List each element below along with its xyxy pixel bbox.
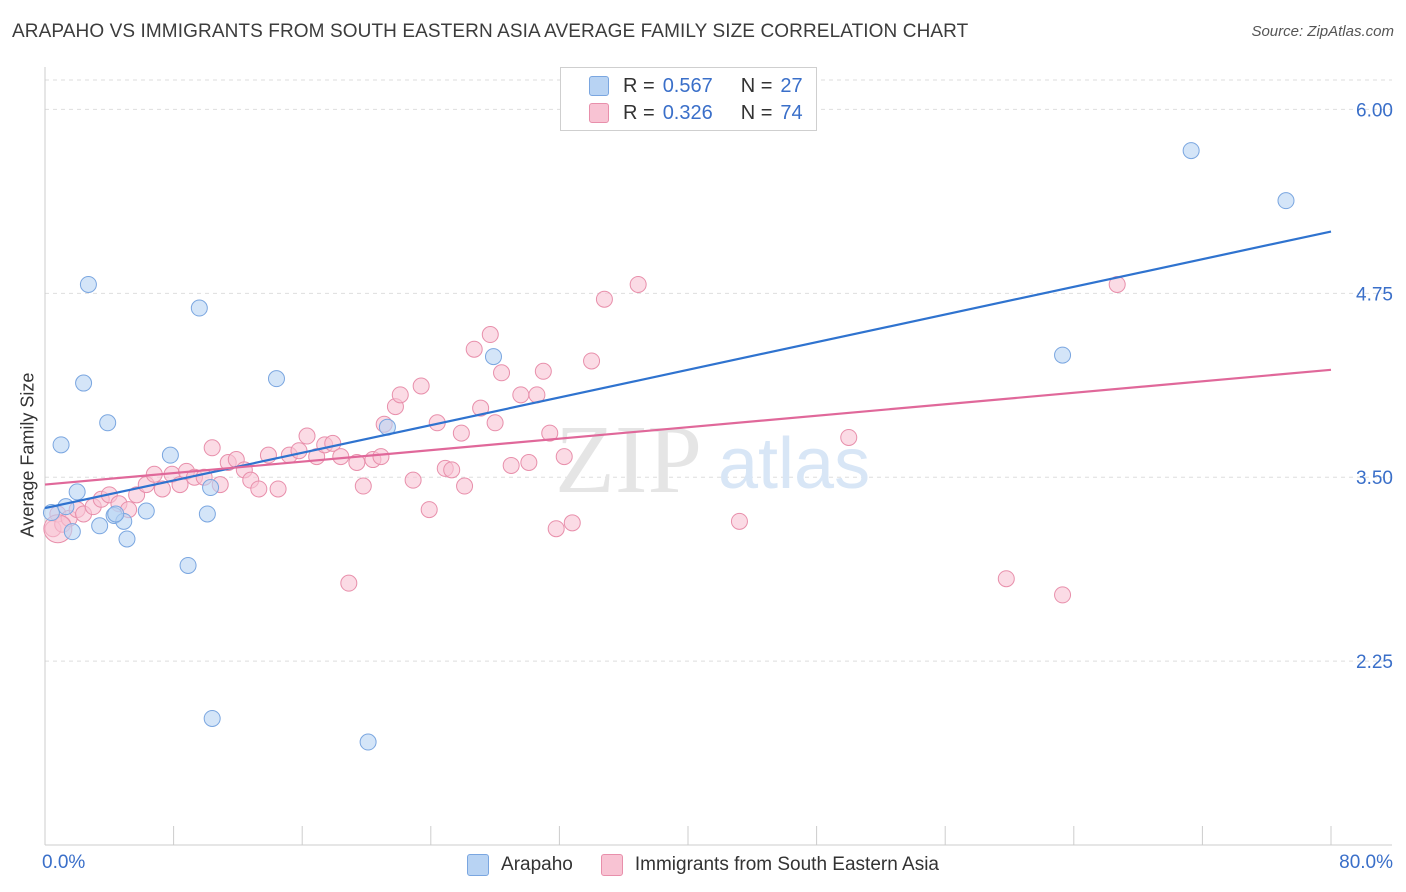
source-label: Source: ZipAtlas.com	[1251, 23, 1394, 40]
immigrants-point	[412, 377, 430, 395]
stats-legend-row-arapaho: R = 0.567 N = 27	[589, 73, 803, 99]
arapaho-swatch	[589, 76, 609, 96]
immigrants-point	[486, 414, 504, 432]
y-tick-label: 2.25	[1356, 652, 1393, 673]
immigrants-point	[481, 326, 499, 344]
arapaho-point	[202, 479, 220, 497]
arapaho-point	[75, 374, 93, 392]
arapaho-point	[57, 498, 75, 516]
immigrants-point	[404, 471, 422, 489]
arapaho-point	[1054, 346, 1072, 364]
x-tick-label-max: 80.0%	[1339, 852, 1393, 873]
immigrants-legend-swatch	[600, 854, 623, 876]
arapaho-point	[137, 502, 155, 520]
chart-title: ARAPAHO VS IMMIGRANTS FROM SOUTH EASTERN…	[12, 21, 969, 42]
legend-item-arapaho[interactable]: Arapaho	[467, 854, 573, 876]
arapaho-point	[118, 530, 136, 548]
immigrants-point	[502, 456, 520, 474]
arapaho-point	[203, 709, 221, 727]
r-label: R =	[623, 101, 655, 124]
arapaho-point	[359, 733, 377, 751]
immigrants-point	[391, 386, 409, 404]
arapaho-point	[107, 505, 125, 523]
immigrants-point	[1054, 586, 1072, 604]
immigrants-point	[555, 448, 573, 466]
arapaho-point	[68, 483, 86, 501]
immigrants-point	[420, 501, 438, 519]
immigrants-point	[354, 477, 372, 495]
n-label: N =	[740, 101, 773, 124]
immigrants-point	[290, 442, 308, 460]
immigrants-point	[452, 424, 470, 442]
immigrants-point	[340, 574, 358, 592]
immigrants-trend-line	[44, 368, 1332, 486]
stats-legend: R = 0.567 N = 27 R = 0.326 N = 74	[560, 67, 817, 131]
r-label: R =	[623, 74, 655, 97]
immigrants-point	[840, 428, 858, 446]
legend-label-immigrants: Immigrants from South Eastern Asia	[634, 854, 939, 875]
arapaho-point	[52, 436, 70, 454]
arapaho-point	[179, 556, 197, 574]
immigrants-point	[203, 439, 221, 457]
immigrants-point	[472, 399, 490, 417]
arapaho-point	[99, 414, 117, 432]
immigrants-point	[443, 461, 461, 479]
r-value: 0.567	[662, 74, 713, 97]
y-tick-label: 3.50	[1356, 468, 1393, 489]
y-axis-label: Average Family Size	[17, 372, 38, 538]
immigrants-point	[456, 477, 474, 495]
arapaho-legend-swatch	[467, 854, 490, 876]
y-tick-label: 6.00	[1356, 100, 1393, 121]
immigrants-point	[348, 454, 366, 471]
arapaho-point	[1277, 192, 1295, 210]
y-tick-label: 4.75	[1356, 284, 1393, 305]
legend-label-arapaho: Arapaho	[501, 854, 573, 875]
x-tick-label-min: 0.0%	[42, 852, 86, 873]
immigrants-point	[298, 427, 316, 445]
immigrants-point	[372, 448, 390, 466]
immigrants-point	[512, 386, 530, 404]
series-legend: Arapaho Immigrants from South Eastern As…	[0, 851, 1406, 879]
arapaho-point	[161, 446, 179, 464]
immigrants-point	[583, 352, 601, 370]
immigrants-point	[250, 480, 268, 498]
r-value: 0.326	[662, 101, 713, 124]
immigrants-point	[541, 424, 559, 442]
n-label: N =	[740, 74, 773, 97]
immigrants-swatch	[589, 103, 609, 123]
immigrants-point	[997, 570, 1015, 588]
immigrants-point	[520, 454, 538, 471]
immigrants-point	[547, 520, 565, 538]
arapaho-point	[63, 523, 81, 541]
n-value: 27	[780, 74, 803, 97]
immigrants-point	[269, 480, 287, 498]
arapaho-point	[1182, 142, 1200, 160]
immigrants-point	[730, 512, 748, 530]
arapaho-point	[91, 517, 109, 535]
stats-legend-row-immigrants: R = 0.326 N = 74	[589, 100, 803, 126]
arapaho-point	[190, 299, 208, 317]
arapaho-point	[198, 505, 216, 523]
arapaho-point	[267, 370, 285, 388]
arapaho-trend-line	[44, 230, 1332, 510]
immigrants-point	[534, 362, 552, 380]
immigrants-point	[595, 290, 613, 308]
immigrants-point	[629, 275, 647, 293]
arapaho-point	[79, 275, 97, 293]
immigrants-point	[493, 364, 511, 382]
legend-item-immigrants[interactable]: Immigrants from South Eastern Asia	[600, 854, 939, 876]
watermark-zip: ZIP	[555, 406, 702, 514]
immigrants-point	[465, 340, 483, 358]
arapaho-point	[484, 348, 502, 366]
immigrants-point	[563, 514, 581, 532]
immigrants-point	[153, 480, 171, 498]
n-value: 74	[780, 101, 803, 124]
